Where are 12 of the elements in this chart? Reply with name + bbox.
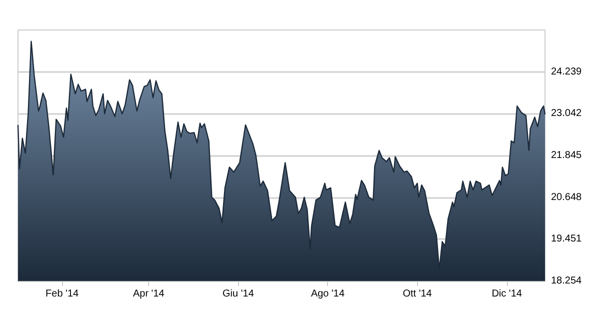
x-tick-label: Giu '14 — [222, 288, 254, 300]
y-tick-label: 24.239 — [551, 66, 582, 78]
x-tick-label: Ago '14 — [310, 288, 345, 300]
y-tick-label: 20.648 — [551, 192, 582, 203]
y-tick-label: 21.845 — [551, 150, 582, 161]
y-tick-label: 19.451 — [551, 234, 582, 245]
x-tick-label: Apr '14 — [132, 288, 165, 300]
y-tick-label: 23.042 — [551, 108, 582, 120]
x-tick-label: Dic '14 — [492, 288, 522, 300]
x-tick-label: Ott '14 — [402, 288, 432, 300]
y-tick-label: 18.254 — [551, 276, 582, 286]
x-tick-label: Feb '14 — [46, 288, 79, 300]
